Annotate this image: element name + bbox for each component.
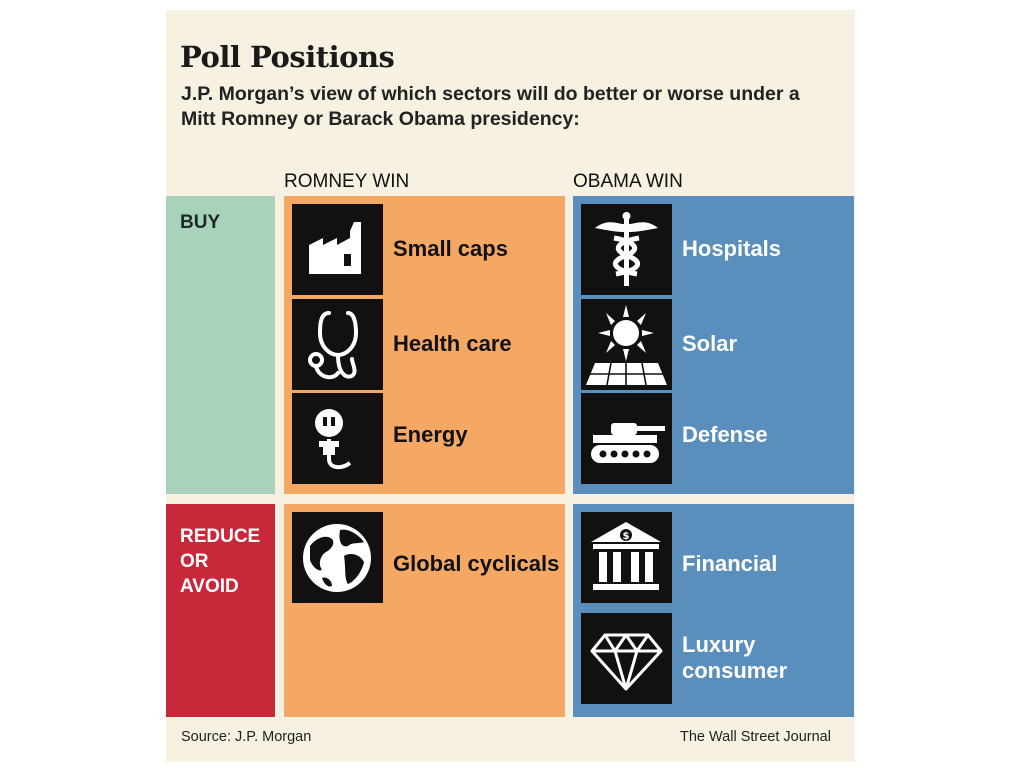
sector-energy: Energy xyxy=(393,422,468,447)
buy-row-band: BUY xyxy=(166,196,275,494)
sector-global-cyclicals: Global cyclicals xyxy=(393,551,560,576)
row-label-reduce: REDUCE OR AVOID xyxy=(180,526,261,597)
sector-defense: Defense xyxy=(682,422,768,447)
caduceus-icon xyxy=(581,204,672,295)
sector-luxury-consumer: Luxury consumer xyxy=(682,632,788,683)
sector-hospitals: Hospitals xyxy=(682,236,782,261)
tank-icon xyxy=(581,393,672,484)
credit-note: The Wall Street Journal xyxy=(680,729,831,745)
factory-icon xyxy=(292,204,383,295)
reduce-row-band: REDUCE OR AVOID xyxy=(166,504,275,717)
chart-subtitle: J.P. Morgan’s view of which sectors will… xyxy=(181,83,800,130)
bank-building-icon: $ xyxy=(581,512,672,603)
sun-solar-panel-icon xyxy=(581,299,672,390)
sector-small-caps: Small caps xyxy=(393,236,508,261)
row-label-buy: BUY xyxy=(180,212,221,233)
source-note: Source: J.P. Morgan xyxy=(181,729,312,745)
chart-title: Poll Positions xyxy=(180,40,395,74)
electric-plug-icon xyxy=(292,393,383,484)
globe-icon xyxy=(292,512,383,603)
column-header-obama: OBAMA WIN xyxy=(573,171,683,192)
column-header-romney: ROMNEY WIN xyxy=(284,171,410,192)
svg-text:$: $ xyxy=(623,531,630,542)
sector-health-care: Health care xyxy=(393,331,512,356)
sector-financial: Financial xyxy=(682,551,778,576)
stethoscope-icon xyxy=(292,299,383,390)
sector-solar: Solar xyxy=(682,331,738,356)
diamond-icon xyxy=(581,613,672,704)
